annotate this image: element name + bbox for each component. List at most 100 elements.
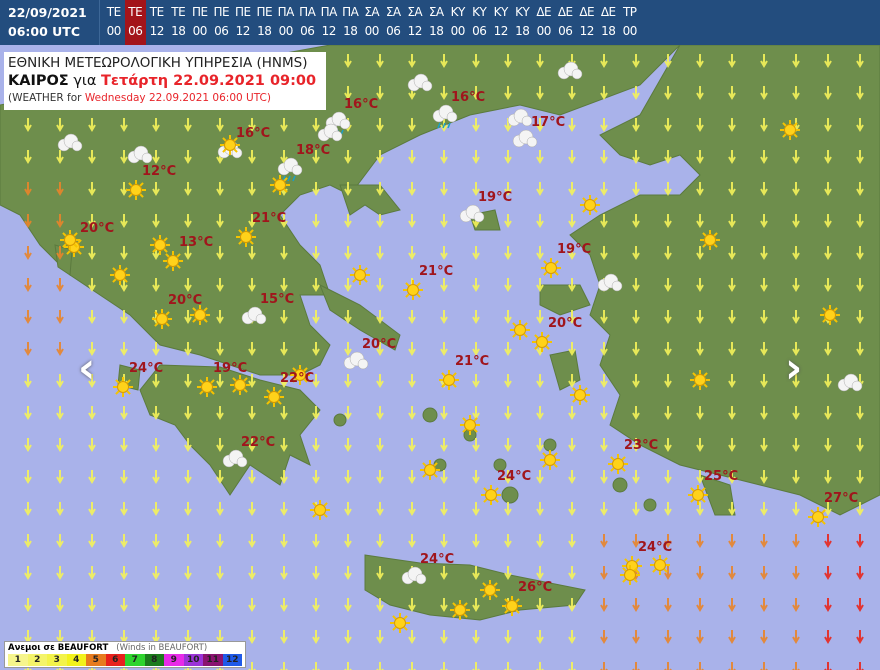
chevron-right-icon[interactable]: › (785, 343, 803, 392)
slot-hour: 00 (622, 24, 638, 38)
wind-arrow (696, 278, 704, 292)
wind-arrow (376, 502, 384, 516)
beaufort-level: 10 (183, 654, 203, 666)
slot-day: ΚΥ (450, 5, 466, 19)
wind-arrow (248, 502, 256, 516)
slot-day: ΤΕ (149, 5, 164, 19)
time-slot[interactable]: ΠΑ 18 (340, 0, 362, 45)
time-slot[interactable]: ΔΕ 06 (555, 0, 577, 45)
slot-day: ΣΑ (407, 5, 423, 19)
wind-arrow (696, 662, 704, 670)
time-slot[interactable]: ΣΑ 18 (426, 0, 448, 45)
wind-arrow (472, 278, 480, 292)
time-slot[interactable]: ΚΥ 18 (512, 0, 534, 45)
wind-arrow (760, 470, 768, 484)
time-slot[interactable]: ΔΕ 12 (576, 0, 598, 45)
slot-hour: 06 (214, 24, 229, 38)
wind-arrow (280, 342, 288, 356)
wind-arrow (312, 630, 320, 644)
wind-arrow (56, 118, 64, 132)
wind-arrow (312, 118, 320, 132)
sun-icon (780, 120, 800, 140)
time-slot[interactable]: ΤΕ 06 (124, 0, 146, 45)
wind-arrow (696, 598, 704, 612)
time-slot[interactable]: ΤΕ 12 (146, 0, 168, 45)
slot-day: ΠΑ (277, 5, 295, 19)
wind-arrow (536, 310, 544, 324)
wind-arrow (280, 630, 288, 644)
map-graphics (0, 45, 880, 670)
beaufort-level: 1 (8, 654, 28, 666)
legend-title-greek: Ανεμοι σε BEAUFORT (8, 643, 109, 653)
slot-day: ΠΑ (299, 5, 316, 19)
wind-arrow (344, 342, 352, 356)
time-slot[interactable]: ΠΕ 18 (254, 0, 276, 45)
wind-arrow (344, 406, 352, 420)
sun-icon (481, 485, 501, 505)
slot-hour: 00 (364, 24, 380, 38)
wind-arrow (856, 342, 864, 356)
time-slot[interactable]: ΚΥ 00 (447, 0, 469, 45)
time-slot[interactable]: ΠΕ 06 (211, 0, 233, 45)
time-slot[interactable]: ΠΕ 00 (189, 0, 211, 45)
time-slot[interactable]: ΤΡ 00 (619, 0, 641, 45)
time-slot[interactable]: ΚΥ 06 (469, 0, 491, 45)
wind-arrow (24, 534, 32, 548)
time-slot[interactable]: ΠΑ 00 (275, 0, 297, 45)
wind-arrow (632, 214, 640, 228)
weather-map: ΕΘΝΙΚΗ ΜΕΤΕΩΡΟΛΟΓΙΚΗ ΥΠΗΡΕΣΙΑ (HNMS) ΚΑΙ… (0, 45, 880, 670)
sun-icon (700, 230, 720, 250)
wind-arrow (152, 214, 160, 228)
wind-arrow (184, 150, 192, 164)
wind-arrow (568, 374, 576, 388)
wind-arrow (760, 150, 768, 164)
wind-arrow (344, 470, 352, 484)
wind-arrow (312, 150, 320, 164)
wind-arrow (248, 118, 256, 132)
time-slot[interactable]: ΣΑ 00 (361, 0, 383, 45)
sun-icon (290, 365, 310, 385)
wind-arrow (216, 214, 224, 228)
wind-arrow (344, 278, 352, 292)
wind-arrow (312, 214, 320, 228)
wind-arrow (568, 310, 576, 324)
time-slot[interactable]: ΣΑ 12 (404, 0, 426, 45)
time-slot[interactable]: ΠΕ 12 (232, 0, 254, 45)
wind-arrow (24, 406, 32, 420)
chevron-left-icon[interactable]: ‹ (78, 343, 96, 392)
wind-arrow (216, 438, 224, 452)
wind-arrow (376, 278, 384, 292)
temperature-label: 20°C (168, 293, 203, 308)
time-slot[interactable]: ΚΥ 12 (490, 0, 512, 45)
time-slot[interactable]: ΤΕ 18 (168, 0, 190, 45)
weather-label: ΚΑΙΡΟΣ (8, 73, 69, 89)
wind-arrow (568, 598, 576, 612)
slot-day: ΠΕ (191, 5, 208, 19)
slot-day: ΚΥ (472, 5, 487, 19)
time-slot[interactable]: ΔΕ 00 (533, 0, 555, 45)
wind-arrow (664, 118, 672, 132)
wind-arrow (120, 438, 128, 452)
wind-arrow (440, 406, 448, 420)
wind-arrow (440, 278, 448, 292)
time-slot[interactable]: ΠΑ 06 (297, 0, 319, 45)
wind-arrow (216, 182, 224, 196)
sun-icon (540, 450, 560, 470)
slot-hour: 18 (343, 24, 358, 38)
wind-arrow (56, 310, 64, 324)
forecast-title-box: ΕΘΝΙΚΗ ΜΕΤΕΩΡΟΛΟΓΙΚΗ ΥΠΗΡΕΣΙΑ (HNMS) ΚΑΙ… (4, 52, 326, 110)
wind-arrow (632, 534, 640, 548)
agency-name: ΕΘΝΙΚΗ ΜΕΤΕΩΡΟΛΟΓΙΚΗ ΥΠΗΡΕΣΙΑ (HNMS) (8, 55, 308, 71)
wind-arrow (696, 566, 704, 580)
sun-icon (403, 280, 423, 300)
wind-arrow (472, 470, 480, 484)
wind-arrow (312, 598, 320, 612)
time-slot[interactable]: ΤΕ 00 (103, 0, 125, 45)
wind-arrow (408, 310, 416, 324)
time-slot[interactable]: ΣΑ 06 (383, 0, 405, 45)
wind-arrow (280, 374, 288, 388)
time-slot[interactable]: ΔΕ 18 (598, 0, 620, 45)
land-evia (319, 283, 401, 351)
wind-arrow (88, 438, 96, 452)
time-slot[interactable]: ΠΑ 12 (318, 0, 340, 45)
